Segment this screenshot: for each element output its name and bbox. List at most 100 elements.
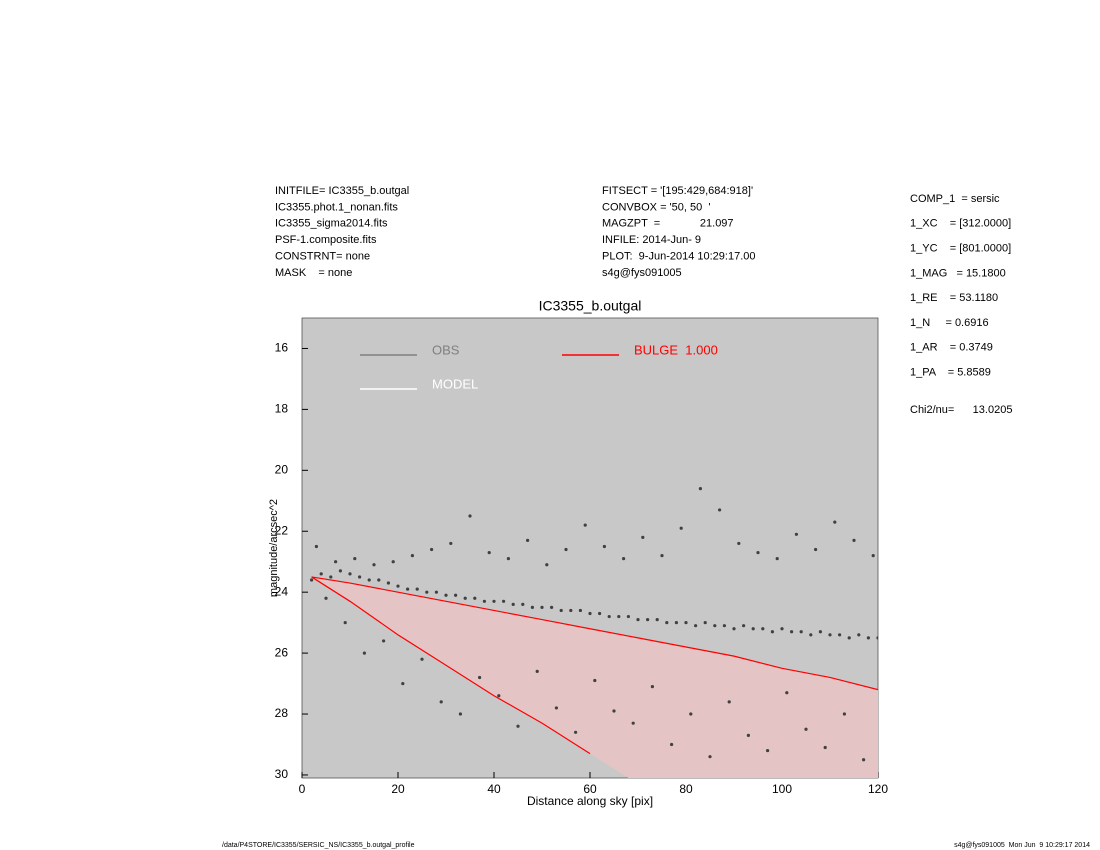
header-left-line: INITFILE= IC3355_b.outgal: [275, 185, 409, 197]
obs-point: [660, 554, 664, 558]
obs-point: [689, 712, 693, 716]
obs-point: [420, 657, 424, 661]
obs-point: [502, 599, 506, 603]
obs-point: [641, 535, 645, 539]
header-left-line: CONSTRNT= none: [275, 251, 370, 263]
y-tick-label: 20: [275, 462, 289, 476]
header-right-line: 1_N = 0.6916: [910, 317, 989, 329]
obs-point: [343, 621, 347, 625]
obs-point: [785, 691, 789, 695]
obs-point: [665, 621, 669, 625]
obs-point: [550, 605, 554, 610]
obs-point: [314, 544, 318, 549]
x-tick-label: 120: [868, 782, 888, 796]
obs-point: [694, 624, 698, 628]
obs-point: [540, 605, 544, 610]
obs-point: [674, 621, 679, 625]
x-tick-label: 60: [583, 782, 597, 796]
obs-point: [310, 578, 314, 582]
header-right-line: 1_AR = 0.3749: [910, 342, 993, 354]
header-middle-line: MAGZPT = 21.097: [602, 218, 734, 230]
obs-point: [324, 596, 328, 600]
obs-point: [799, 630, 803, 634]
obs-point: [818, 630, 823, 634]
obs-point: [454, 593, 458, 597]
y-tick-label: 30: [275, 767, 289, 781]
obs-point: [391, 560, 395, 564]
legend-label: OBS: [432, 342, 460, 357]
header-right-line: 1_XC = [312.0000]: [910, 218, 1011, 230]
x-tick-label: 100: [772, 782, 792, 796]
obs-point: [367, 578, 371, 582]
obs-point: [698, 486, 703, 491]
obs-point: [444, 593, 448, 597]
x-tick-label: 0: [299, 782, 306, 796]
x-axis-label: Distance along sky [pix]: [527, 794, 653, 808]
y-tick-label: 16: [275, 341, 289, 355]
footer-path: /data/P4STORE/IC3355/SERSIC_NS/IC3355_b.…: [222, 842, 415, 849]
obs-point: [526, 538, 530, 542]
obs-point: [727, 700, 731, 704]
obs-point: [866, 636, 871, 640]
obs-point: [713, 624, 717, 628]
y-tick-label: 26: [275, 645, 289, 659]
obs-point: [828, 633, 832, 637]
obs-point: [756, 550, 760, 555]
obs-point: [482, 599, 486, 603]
header-left-line: MASK = none: [275, 267, 352, 279]
obs-point: [833, 520, 837, 524]
x-tick-label: 20: [391, 782, 405, 796]
header-middle-line: s4g@fys091005: [602, 267, 682, 279]
obs-point: [646, 617, 650, 622]
y-tick-label: 28: [275, 706, 289, 720]
obs-point: [348, 572, 352, 576]
obs-point: [670, 742, 674, 747]
header-middle-line: FITSECT = '[195:429,684:918]': [602, 185, 753, 197]
obs-point: [410, 554, 414, 558]
obs-point: [684, 621, 688, 625]
obs-point: [497, 694, 501, 698]
obs-point: [761, 627, 765, 631]
obs-point: [871, 554, 875, 558]
chi-square: Chi2/nu= 13.0205: [910, 404, 1012, 416]
bulge-upper-curve: [311, 576, 878, 691]
obs-point: [790, 630, 794, 634]
obs-point: [511, 602, 515, 606]
obs-point: [852, 538, 856, 542]
obs-point: [742, 624, 746, 628]
legend-label: MODEL: [432, 376, 478, 391]
obs-point: [338, 569, 342, 573]
obs-point: [679, 526, 683, 530]
header-right-line: 1_RE = 53.1180: [910, 292, 998, 304]
header-left-line: PSF-1.composite.fits: [275, 234, 377, 246]
obs-point: [578, 608, 583, 613]
obs-point: [780, 627, 784, 631]
y-tick-label: 18: [275, 402, 289, 416]
obs-point: [425, 590, 429, 594]
x-tick-label: 40: [487, 782, 501, 796]
obs-point: [329, 575, 333, 579]
obs-point: [545, 563, 549, 567]
x-tick-label: 80: [679, 782, 693, 796]
obs-point: [857, 633, 861, 637]
obs-point: [430, 547, 434, 552]
obs-point: [406, 587, 410, 591]
obs-point: [823, 745, 827, 750]
obs-point: [372, 563, 376, 567]
obs-point: [708, 755, 712, 759]
obs-point: [809, 633, 813, 637]
y-tick-label: 22: [275, 523, 289, 537]
obs-point: [506, 557, 510, 561]
obs-point: [583, 523, 587, 527]
obs-point: [535, 669, 539, 673]
obs-point: [636, 617, 640, 622]
plot-area: [310, 486, 878, 778]
obs-point: [353, 557, 357, 561]
header-left-line: IC3355_sigma2014.fits: [275, 218, 388, 230]
obs-point: [631, 721, 635, 725]
obs-point: [732, 627, 736, 631]
obs-point: [775, 557, 779, 561]
obs-point: [334, 560, 338, 564]
obs-point: [751, 627, 755, 631]
